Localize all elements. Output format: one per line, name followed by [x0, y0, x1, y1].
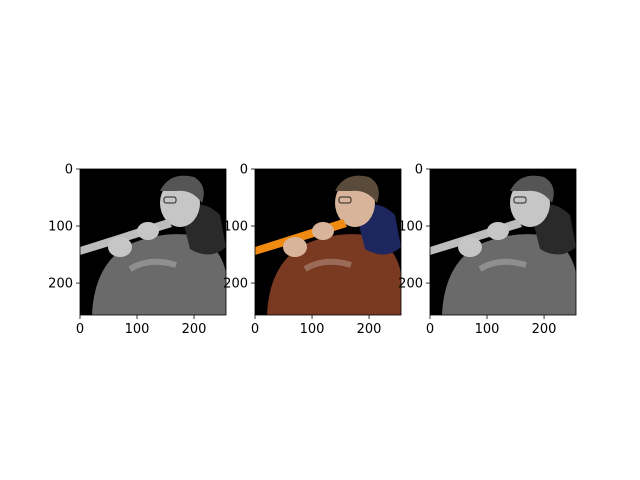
glasses-shape [163, 196, 177, 204]
y-tick-label: 100 [223, 220, 248, 235]
coat-highlight [478, 258, 527, 272]
right-hand-shape [137, 222, 159, 240]
image-panel-grayscale-right [429, 168, 577, 316]
right-hand-shape [312, 222, 334, 240]
panel-frame [254, 168, 402, 316]
coat-highlight [303, 258, 352, 272]
image-panel-color-middle [254, 168, 402, 316]
x-tick-label: 100 [475, 322, 500, 337]
x-tick-label: 0 [251, 322, 259, 337]
y-tick-label: 0 [415, 163, 423, 178]
x-tick-label: 200 [357, 322, 382, 337]
y-tick-label: 100 [48, 220, 73, 235]
image-panel-grayscale-left [79, 168, 227, 316]
hair-shape [160, 175, 204, 203]
hair-shape [335, 175, 379, 203]
x-tick-label: 200 [182, 322, 207, 337]
y-tick-label: 200 [48, 277, 73, 292]
glasses-shape [513, 196, 527, 204]
y-tick-label: 200 [223, 277, 248, 292]
left-hand-shape [108, 237, 132, 257]
x-tick-label: 0 [76, 322, 84, 337]
panel-frame [429, 168, 577, 316]
y-tick-label: 0 [65, 163, 73, 178]
glasses-shape [338, 196, 352, 204]
x-tick-label: 200 [532, 322, 557, 337]
left-hand-shape [283, 237, 307, 257]
x-tick-label: 100 [125, 322, 150, 337]
hair-shape [510, 175, 554, 203]
panel-frame [79, 168, 227, 316]
x-tick-label: 100 [300, 322, 325, 337]
right-hand-shape [487, 222, 509, 240]
y-tick-label: 200 [398, 277, 423, 292]
y-tick-label: 0 [240, 163, 248, 178]
y-tick-label: 100 [398, 220, 423, 235]
coat-highlight [128, 258, 177, 272]
x-tick-label: 0 [426, 322, 434, 337]
left-hand-shape [458, 237, 482, 257]
